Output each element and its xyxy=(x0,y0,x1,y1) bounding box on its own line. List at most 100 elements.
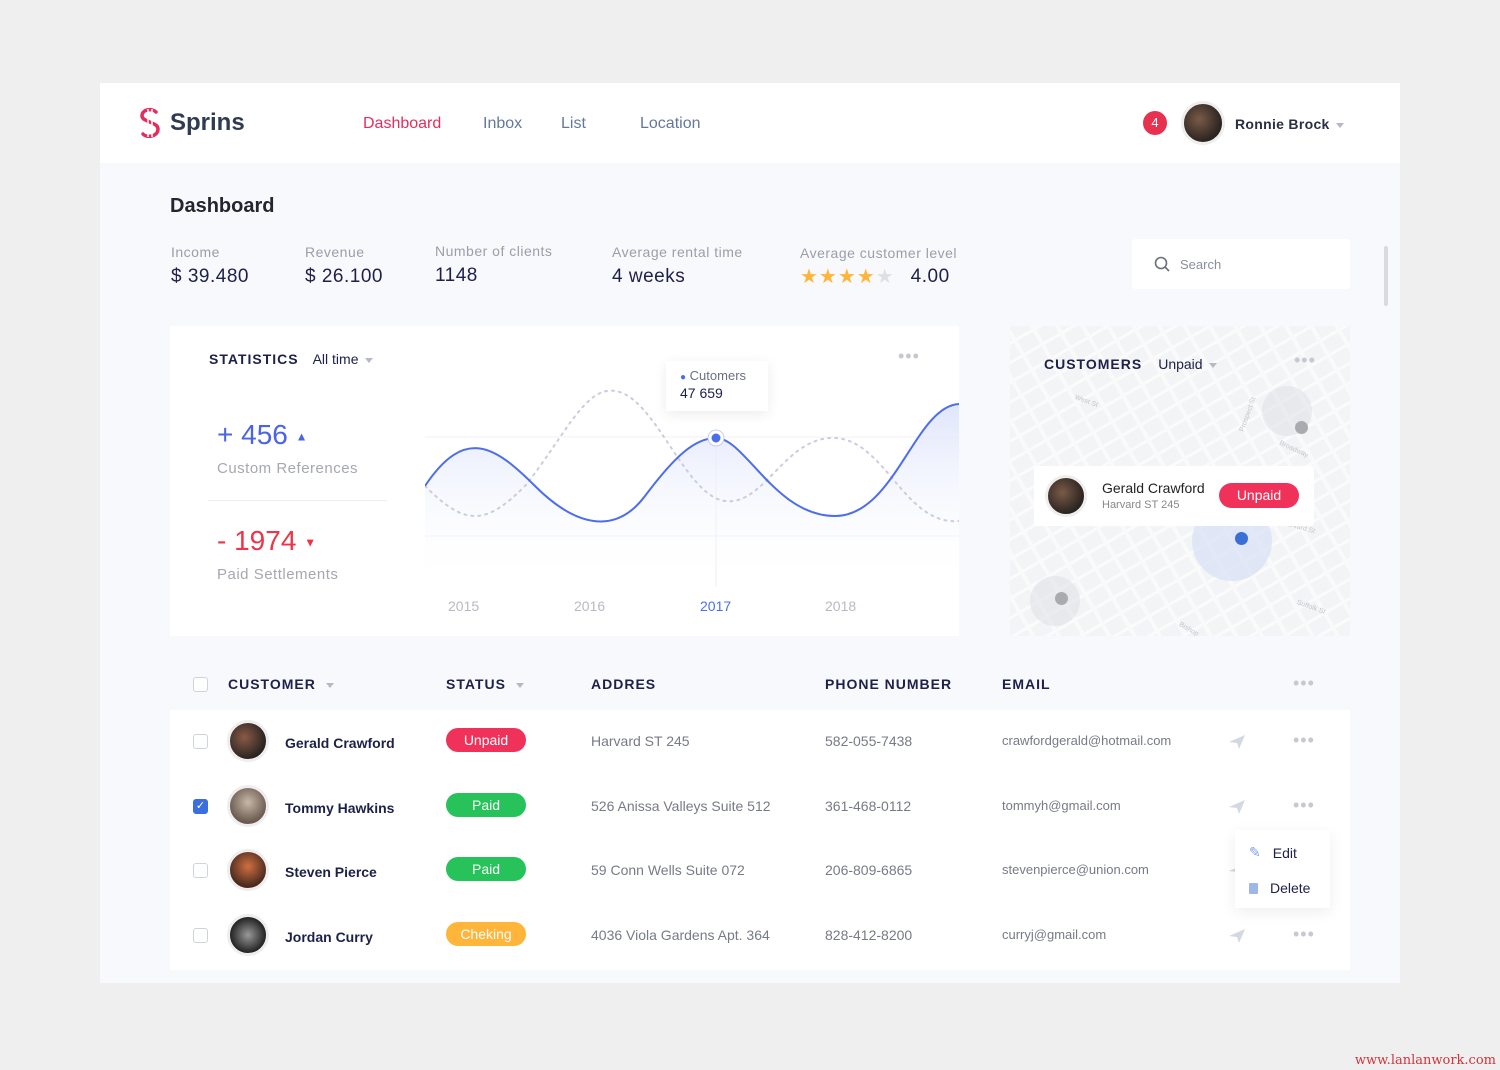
watermark: www.lanlanwork.com xyxy=(1354,1053,1496,1068)
nav-location[interactable]: Location xyxy=(640,115,701,132)
street-label: Suffolk St xyxy=(1295,599,1327,616)
status-badge: Unpaid xyxy=(1219,483,1299,508)
kpi-income: Income $ 39.480 xyxy=(171,244,249,288)
active-point-ring xyxy=(707,429,725,447)
more-icon[interactable]: ••• xyxy=(1293,673,1315,693)
send-icon[interactable] xyxy=(1228,799,1246,815)
row-checkbox[interactable] xyxy=(193,928,208,943)
send-icon[interactable] xyxy=(1228,734,1246,750)
status-badge: Unpaid xyxy=(446,728,526,752)
more-icon[interactable]: ••• xyxy=(1294,350,1316,370)
address: Harvard ST 245 xyxy=(591,733,690,749)
table-row[interactable]: Gerald Crawford Unpaid Harvard ST 245 58… xyxy=(170,710,1350,774)
app-window: Sprins Dashboard Inbox List Location 4 R… xyxy=(100,83,1400,983)
header-label: STATUS xyxy=(446,676,506,692)
customers-title: CUSTOMERS xyxy=(1044,356,1143,372)
status-badge: Paid xyxy=(446,857,526,881)
customer-name[interactable]: Tommy Hawkins xyxy=(285,800,395,816)
tooltip-label: Cutomers xyxy=(689,368,747,383)
time-filter[interactable]: All time xyxy=(313,351,373,367)
divider xyxy=(208,500,387,501)
arrow-up-icon: ▲ xyxy=(295,429,308,444)
chevron-down-icon xyxy=(364,357,373,363)
status-badge: Paid xyxy=(446,793,526,817)
top-bar: Sprins Dashboard Inbox List Location 4 R… xyxy=(100,83,1400,163)
customer-popup[interactable]: Gerald Crawford Harvard ST 245 Unpaid xyxy=(1034,466,1314,526)
more-icon[interactable]: ••• xyxy=(1293,924,1315,944)
map-marker[interactable] xyxy=(1295,421,1308,434)
row-checkbox[interactable] xyxy=(193,863,208,878)
active-point[interactable] xyxy=(708,430,724,446)
more-icon[interactable]: ••• xyxy=(1293,730,1315,750)
customers-map[interactable]: West St Prospect St Broadway Harvard St … xyxy=(1010,326,1350,636)
customer-name[interactable]: Gerald Crawford xyxy=(285,735,395,751)
chart-tooltip: ● Cutomers 47 659 xyxy=(666,361,768,411)
customer-name[interactable]: Jordan Curry xyxy=(285,929,373,945)
nav-dashboard[interactable]: Dashboard xyxy=(363,115,442,132)
kpi-value: $ 39.480 xyxy=(171,266,249,287)
customer-avatar xyxy=(227,849,269,891)
email: tommyh@gmail.com xyxy=(1002,798,1121,813)
scrollbar[interactable] xyxy=(1384,246,1388,306)
kpi-value: $ 26.100 xyxy=(305,266,383,287)
address: 4036 Viola Gardens Apt. 364 xyxy=(591,927,770,943)
page-title: Dashboard xyxy=(170,195,275,217)
status-filter[interactable]: Unpaid xyxy=(1158,356,1217,372)
row-checkbox[interactable]: ✓ xyxy=(193,799,208,814)
customer-name[interactable]: Steven Pierce xyxy=(285,864,377,880)
x-tick-label: 2018 xyxy=(825,598,857,614)
column-customer[interactable]: CUSTOMER xyxy=(228,676,334,692)
map-marker[interactable] xyxy=(1055,592,1068,605)
email: curryj@gmail.com xyxy=(1002,927,1107,942)
chevron-down-icon xyxy=(325,682,334,688)
table-row[interactable]: Steven Pierce Paid 59 Conn Wells Suite 0… xyxy=(170,839,1350,903)
column-phone[interactable]: PHONE NUMBER xyxy=(825,676,953,692)
pencil-icon: ✎ xyxy=(1249,844,1261,860)
edit-label: Edit xyxy=(1272,844,1297,861)
nav-list[interactable]: List xyxy=(561,115,586,132)
kpi-label: Income xyxy=(171,244,220,260)
customer-avatar xyxy=(1045,475,1087,517)
kpi-label: Average customer level xyxy=(800,245,958,261)
customers-line xyxy=(425,403,959,523)
search-placeholder: Search xyxy=(1180,256,1222,272)
statistics-card: STATISTICS All time ••• + 456 ▲ Custom R… xyxy=(170,326,959,636)
notification-badge[interactable]: 4 xyxy=(1143,111,1167,135)
user-avatar[interactable] xyxy=(1181,101,1225,145)
search-input[interactable]: Search xyxy=(1132,239,1350,289)
column-status[interactable]: STATUS xyxy=(446,676,524,692)
down-label: Paid Settlements xyxy=(217,566,339,583)
email: crawfordgerald@hotmail.com xyxy=(1002,733,1172,748)
table-row[interactable]: ✓ Tommy Hawkins Paid 526 Anissa Valleys … xyxy=(170,775,1350,839)
kpi-clients: Number of clients 1148 xyxy=(435,243,552,287)
chevron-down-icon xyxy=(1335,122,1344,128)
customer-avatar xyxy=(227,914,269,956)
phone-number: 361-468-0112 xyxy=(825,798,912,814)
select-all-checkbox[interactable] xyxy=(193,677,208,692)
user-menu[interactable]: Ronnie Brock xyxy=(1235,116,1344,132)
kpi-label: Number of clients xyxy=(435,243,553,259)
address: 59 Conn Wells Suite 072 xyxy=(591,862,745,878)
street-label: Bishop xyxy=(1177,621,1200,636)
more-icon[interactable]: ••• xyxy=(1293,795,1315,815)
more-icon[interactable]: ••• xyxy=(898,346,920,366)
table-row[interactable]: Jordan Curry Cheking 4036 Viola Gardens … xyxy=(170,904,1350,968)
menu-item-edit[interactable]: ✎ Edit xyxy=(1249,844,1297,861)
dot-icon: ● xyxy=(680,372,687,383)
column-address[interactable]: ADDRES xyxy=(591,676,657,692)
row-checkbox[interactable] xyxy=(193,734,208,749)
column-email[interactable]: EMAIL xyxy=(1002,676,1051,692)
logo-icon xyxy=(140,107,160,139)
map-marker-active[interactable] xyxy=(1235,532,1248,545)
menu-item-delete[interactable]: Delete xyxy=(1249,880,1310,896)
statistics-chart xyxy=(425,389,959,586)
nav-inbox[interactable]: Inbox xyxy=(483,115,523,132)
logo[interactable]: Sprins xyxy=(138,107,245,139)
kpi-customer-level: Average customer level ★★★★★ 4.00 xyxy=(800,245,957,289)
customer-avatar xyxy=(227,720,269,762)
x-tick-label[interactable]: 2017 xyxy=(700,598,732,614)
send-icon[interactable] xyxy=(1228,928,1246,944)
kpi-label: Average rental time xyxy=(612,244,743,260)
x-tick-label: 2016 xyxy=(574,598,606,614)
street-label: West St xyxy=(1073,394,1099,409)
